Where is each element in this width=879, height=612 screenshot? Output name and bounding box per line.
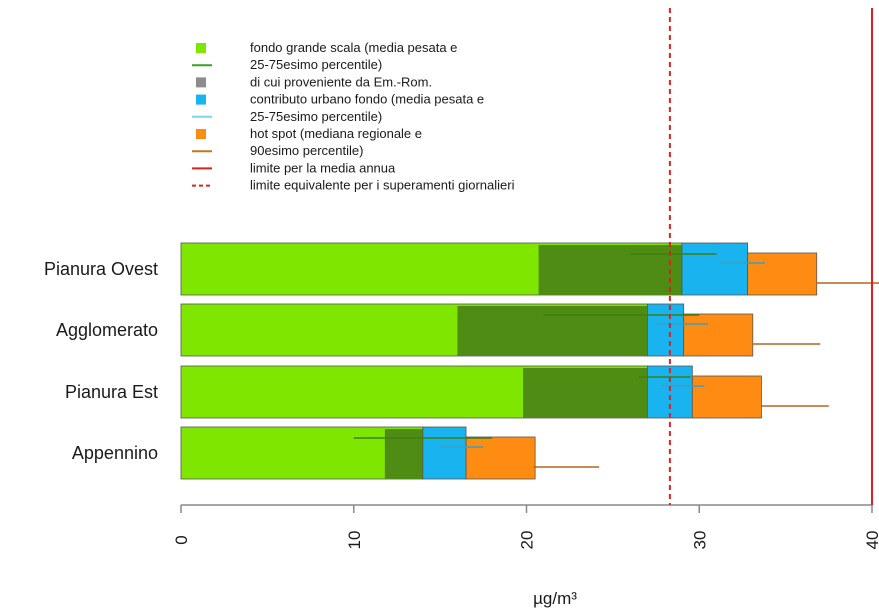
bar-segment-fondo bbox=[180, 426, 424, 480]
bar-segment-urbano bbox=[647, 365, 693, 419]
reference-lines bbox=[668, 8, 873, 505]
legend-label: 25-75esimo percentile) bbox=[250, 57, 382, 72]
bar-segment-urbano bbox=[647, 303, 685, 357]
legend-label: hot spot (mediana regionale e bbox=[250, 126, 422, 141]
legend-label: contributo urbano fondo (media pesata e bbox=[250, 92, 484, 107]
legend-swatch bbox=[196, 77, 206, 88]
legend-label: 90esimo percentile) bbox=[250, 143, 363, 158]
category-label: Pianura Ovest bbox=[44, 259, 158, 279]
legend-label: limite equivalente per i superamenti gio… bbox=[250, 178, 515, 193]
x-tick-label: 40 bbox=[863, 531, 879, 550]
bar-segment-em-rom bbox=[457, 306, 648, 356]
x-axis: 0 10 20 30 40 bbox=[172, 504, 879, 550]
chart-whiskers bbox=[353, 253, 879, 468]
legend-label: fondo grande scala (media pesata e bbox=[250, 40, 457, 55]
category-labels: Pianura Ovest Agglomerato Pianura Est Appen… bbox=[44, 259, 158, 463]
bar-segment-em-rom bbox=[384, 429, 423, 479]
legend-label: di cui proveniente da Em.-Rom. bbox=[250, 74, 432, 89]
legend-label: limite per la media annua bbox=[250, 160, 396, 175]
bar-segment-hot-spot bbox=[691, 375, 762, 419]
bar-segment-hot-spot bbox=[747, 252, 818, 296]
bar-segment-em-rom bbox=[538, 245, 682, 295]
category-label: Agglomerato bbox=[56, 320, 158, 340]
x-tick-label: 30 bbox=[690, 531, 709, 550]
chart-bars bbox=[180, 242, 818, 480]
bar-segment-urbano bbox=[681, 242, 749, 296]
chart-legend: fondo grande scala (media pesata e 25-75e… bbox=[192, 40, 515, 193]
bar-segment-hot-spot bbox=[683, 313, 754, 357]
bar-segment-hot-spot bbox=[465, 436, 536, 480]
legend-swatch bbox=[196, 94, 206, 105]
bar-segment-urbano bbox=[422, 426, 467, 480]
x-axis-title: µg/m³ bbox=[533, 589, 577, 608]
category-label: Pianura Est bbox=[65, 382, 158, 402]
legend-swatch bbox=[196, 129, 206, 139]
x-tick-label: 20 bbox=[518, 531, 537, 550]
legend-swatch bbox=[196, 43, 206, 53]
x-tick-label: 10 bbox=[345, 531, 364, 550]
x-tick-label: 0 bbox=[172, 535, 191, 544]
category-label: Appennino bbox=[72, 443, 158, 463]
bar-segment-em-rom bbox=[523, 368, 648, 418]
legend-label: 25-75esimo percentile) bbox=[250, 109, 382, 124]
